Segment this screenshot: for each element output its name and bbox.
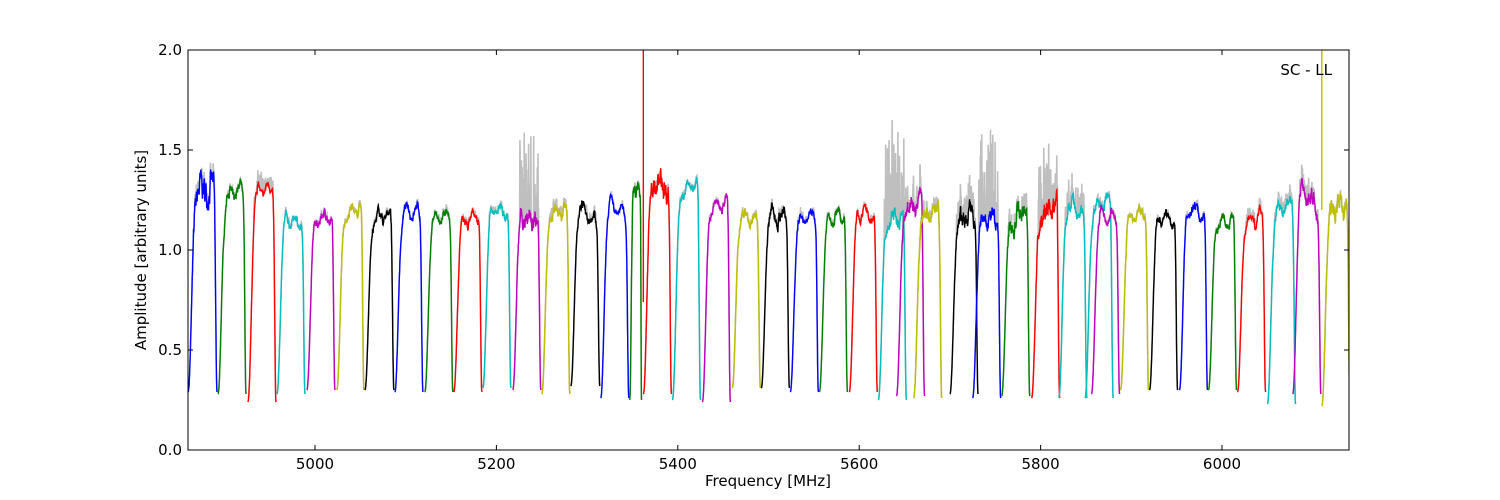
channel-trace-13 xyxy=(541,202,571,395)
x-tick-label: 5400 xyxy=(659,455,697,473)
channel-trace-23 xyxy=(818,206,849,393)
channel-trace-35 xyxy=(1119,204,1150,391)
channel-trace-12 xyxy=(512,208,542,391)
channel-trace-17 xyxy=(642,168,673,395)
channel-trace-28 xyxy=(949,199,979,395)
channel-trace-26 xyxy=(895,187,926,397)
channel-trace-10 xyxy=(453,208,483,393)
y-tick-label: 0.0 xyxy=(158,441,182,459)
channel-trace-24 xyxy=(848,203,878,393)
y-tick-label: 1.5 xyxy=(158,141,182,159)
channel-trace-3 xyxy=(247,181,277,403)
channel-traces xyxy=(188,50,1349,407)
channel-trace-25 xyxy=(877,207,908,401)
channel-trace-18 xyxy=(671,176,702,401)
channel-trace-30 xyxy=(1001,201,1031,397)
channel-trace-36 xyxy=(1148,208,1179,391)
channel-trace-9 xyxy=(424,209,454,393)
y-tick-label: 1.0 xyxy=(158,241,182,259)
x-tick-label: 5800 xyxy=(1022,455,1060,473)
x-tick-label: 6000 xyxy=(1203,455,1241,473)
channel-trace-2 xyxy=(217,178,247,395)
channel-trace-29 xyxy=(972,207,1002,399)
channel-trace-32 xyxy=(1058,192,1088,399)
channel-trace-16 xyxy=(629,181,643,401)
channel-trace-6 xyxy=(336,201,365,391)
channel-trace-40 xyxy=(1266,196,1297,405)
channel-trace-22 xyxy=(789,208,820,393)
channel-trace-27 xyxy=(913,200,943,399)
x-tick-label: 5600 xyxy=(840,455,878,473)
channel-trace-1 xyxy=(188,168,218,393)
channel-trace-31 xyxy=(1031,187,1061,399)
channel-trace-39 xyxy=(1236,204,1267,393)
channel-trace-15 xyxy=(600,192,630,399)
channel-trace-4 xyxy=(276,208,306,395)
channel-trace-34 xyxy=(1090,204,1121,395)
channel-trace-42 xyxy=(1321,192,1349,407)
y-axis-title: Amplitude [arbitrary units] xyxy=(132,150,150,350)
channel-trace-7 xyxy=(364,202,395,391)
x-tick-label: 5200 xyxy=(477,455,515,473)
channel-trace-8 xyxy=(394,200,424,393)
x-tick-label: 5000 xyxy=(296,455,334,473)
x-axis-title: Frequency [MHz] xyxy=(705,472,831,490)
channel-trace-20 xyxy=(731,208,761,389)
channel-trace-5 xyxy=(306,208,336,391)
y-tick-label: 2.0 xyxy=(158,41,182,59)
channel-trace-11 xyxy=(482,202,512,389)
y-tick-label: 0.5 xyxy=(158,341,182,359)
channel-trace-19 xyxy=(701,193,732,403)
channel-trace-41 xyxy=(1292,177,1322,395)
polarization-annotation: SC - LL xyxy=(1280,61,1332,79)
channel-trace-38 xyxy=(1207,212,1238,391)
channel-trace-14 xyxy=(570,200,601,387)
channel-trace-37 xyxy=(1178,201,1209,391)
axis-ticks: 5000 5200 5400 5600 5800 6000 0.0 0.5 1.0 1.5 2.0 xyxy=(158,41,1349,473)
channel-trace-33 xyxy=(1084,192,1114,399)
channel-trace-21 xyxy=(760,202,791,389)
